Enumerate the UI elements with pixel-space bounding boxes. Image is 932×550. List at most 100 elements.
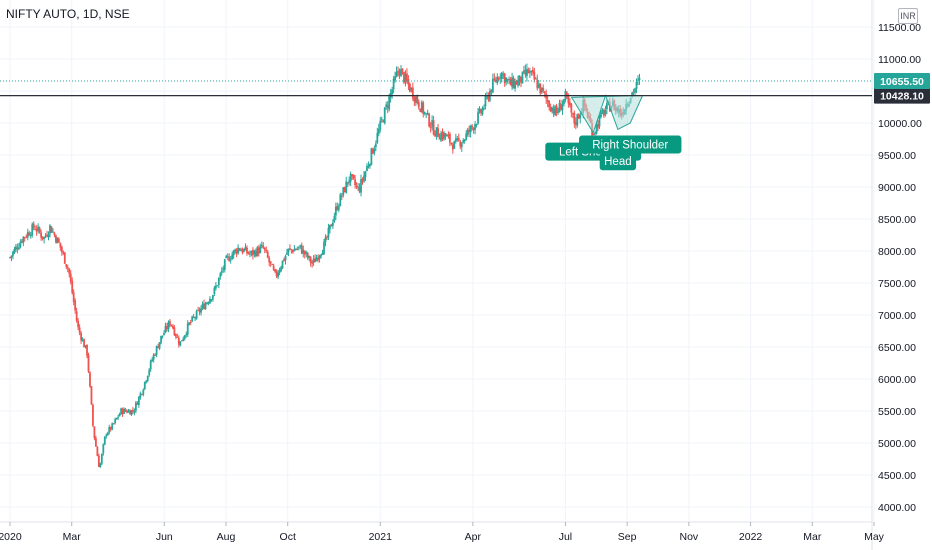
candle-body (419, 108, 422, 112)
candle-body (120, 408, 122, 415)
candle-body (137, 396, 140, 406)
candle-body (185, 334, 188, 336)
candle-body (509, 79, 512, 86)
candle-body (337, 205, 340, 210)
candle-body (182, 338, 185, 341)
x-tick-label: Nov (680, 531, 699, 543)
currency-button[interactable]: INR (898, 8, 918, 24)
candle-body (43, 237, 45, 240)
candle-body (551, 107, 553, 112)
candle-body (478, 108, 481, 112)
candle-body (283, 259, 285, 261)
candle-body (130, 410, 133, 416)
candle-body (537, 84, 540, 88)
candle-body (277, 273, 279, 278)
candle-body (450, 142, 453, 144)
candle-body (160, 335, 162, 343)
candle-body (97, 455, 100, 467)
candle-body (558, 102, 561, 113)
candle-body (594, 132, 596, 134)
candle-body (383, 107, 386, 124)
candle-body (397, 71, 399, 73)
candle-body (219, 273, 222, 278)
candle-body (374, 143, 377, 148)
candle-body (34, 228, 37, 230)
candle-body (167, 321, 170, 330)
candle-body (542, 87, 545, 91)
candle-body (299, 244, 302, 247)
candle-body (46, 234, 48, 237)
candle-body (275, 271, 278, 277)
candle-body (530, 70, 533, 72)
y-tick-label: 7500.00 (878, 278, 916, 290)
candle-body (127, 410, 130, 413)
candle-body (606, 103, 608, 110)
candle-body (243, 249, 245, 252)
x-tick-label: 2021 (369, 531, 393, 543)
candle-body (425, 113, 428, 115)
time-axis[interactable]: 2020 Mar Jun Aug Oct 2021 Apr Jul Sep Nov 2022 Mar M… (0, 522, 885, 543)
candle-body (55, 235, 57, 243)
candle-body (173, 327, 176, 336)
candle-body (16, 247, 19, 250)
candle-body (170, 324, 173, 326)
candle-body (28, 232, 31, 236)
candle-body (60, 246, 63, 252)
candle-body (302, 249, 305, 254)
candle-body (99, 463, 102, 468)
candle-body (435, 127, 438, 136)
candle-body (56, 237, 59, 244)
candle-body (87, 354, 90, 372)
candle-body (10, 255, 13, 258)
candle-body (247, 252, 250, 254)
candle-body (133, 410, 136, 413)
candle-body (490, 89, 493, 93)
candle-body (207, 302, 210, 304)
candle-body (269, 261, 272, 264)
candle-body (407, 79, 410, 85)
candle-body (209, 298, 211, 304)
candle-body (491, 79, 494, 93)
candle-body (117, 416, 120, 418)
candle-body (95, 438, 97, 447)
candle-body (155, 346, 158, 355)
candle-body (284, 255, 287, 261)
candle-body (431, 120, 434, 127)
annotation-label: Right Shoulder (592, 140, 668, 152)
candle-body (577, 114, 580, 119)
candle-body (377, 128, 380, 134)
candle-body (497, 78, 500, 80)
candle-body (17, 247, 20, 250)
candle-body (158, 342, 161, 349)
candle-body (49, 225, 51, 234)
candle-body (26, 232, 29, 238)
candle-body (244, 246, 247, 251)
candle-body (444, 133, 447, 137)
y-tick-label: 9500.00 (878, 150, 916, 162)
candle-body (398, 70, 401, 76)
price-axis[interactable]: 4000.00 4500.00 5000.00 5500.00 6000.00 6500.… (878, 22, 922, 514)
candle-body (146, 375, 149, 381)
candle-body (115, 417, 118, 420)
candle-body (312, 258, 315, 263)
candle-body (454, 138, 457, 142)
y-tick-label: 5000.00 (878, 438, 916, 450)
candle-body (437, 128, 439, 138)
candle-body (552, 109, 555, 114)
candle-body (546, 99, 549, 102)
candle-body (305, 252, 308, 254)
candle-body (241, 249, 244, 253)
candle-body (429, 127, 432, 129)
candle-body (563, 99, 565, 105)
candle-body (576, 114, 579, 126)
candle-body (373, 148, 376, 153)
x-tick-label: 2020 (0, 531, 22, 543)
candle-body (333, 216, 336, 222)
candle-body (212, 295, 214, 300)
candle-body (499, 77, 502, 79)
y-tick-label: 10000.00 (878, 118, 922, 130)
candle-body (65, 264, 68, 267)
x-tick-label: Apr (465, 531, 482, 543)
candle-body (192, 316, 195, 318)
